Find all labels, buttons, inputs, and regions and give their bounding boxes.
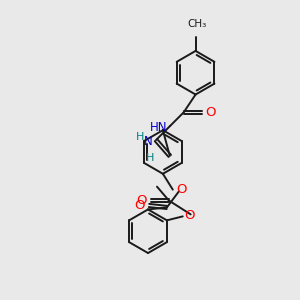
Text: CH₃: CH₃ — [187, 19, 206, 29]
Text: HN: HN — [150, 121, 168, 134]
Text: O: O — [134, 199, 145, 212]
Text: O: O — [176, 183, 186, 196]
Text: H: H — [146, 153, 154, 163]
Text: O: O — [206, 106, 216, 119]
Text: O: O — [185, 209, 195, 222]
Text: O: O — [136, 194, 147, 207]
Text: H: H — [136, 132, 144, 142]
Text: N: N — [144, 135, 153, 148]
